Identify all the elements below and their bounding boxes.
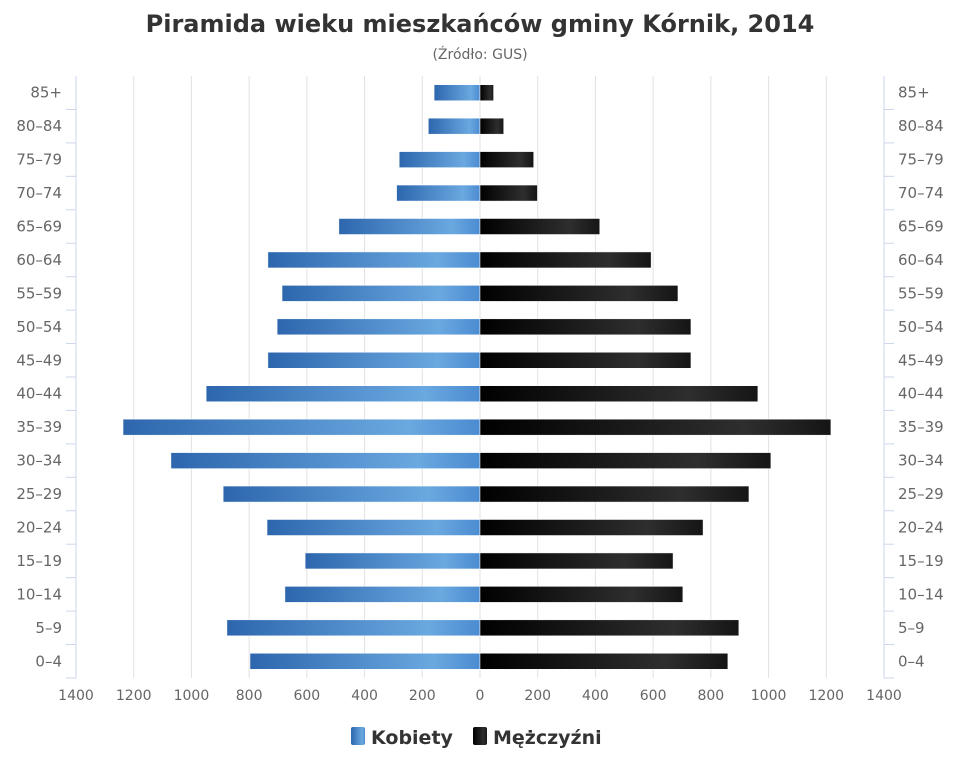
x-tick-label: 200	[524, 688, 551, 704]
legend-label-kobiety: Kobiety	[371, 727, 454, 749]
x-tick-label: 0	[476, 688, 485, 704]
bar-kobiety[interactable]	[433, 84, 481, 101]
category-label-left: 75–79	[16, 151, 62, 169]
category-label-right: 65–69	[898, 218, 944, 236]
bar-mezczyzni[interactable]	[479, 285, 679, 302]
category-label-left: 35–39	[16, 418, 62, 436]
x-tick-label: 1000	[751, 688, 787, 704]
bar-kobiety[interactable]	[226, 619, 481, 637]
x-tick-label: 800	[697, 688, 724, 704]
bar-mezczyzni[interactable]	[479, 519, 704, 536]
legend-swatch-kobiety	[351, 727, 365, 745]
category-label-right: 60–64	[898, 251, 944, 269]
category-label-left: 0–4	[35, 652, 62, 670]
category-label-left: 20–24	[16, 519, 62, 537]
category-label-right: 40–44	[898, 385, 944, 403]
bar-mezczyzni[interactable]	[479, 151, 534, 168]
category-label-left: 25–29	[16, 485, 62, 503]
bar-mezczyzni[interactable]	[479, 385, 759, 402]
bar-mezczyzni[interactable]	[479, 418, 832, 436]
bar-kobiety[interactable]	[284, 586, 481, 603]
category-label-right: 85+	[898, 84, 930, 102]
category-label-left: 30–34	[16, 452, 62, 470]
legend-item-mezczyzni[interactable]: Mężczyźni	[473, 727, 602, 749]
x-tick-label: 800	[236, 688, 263, 704]
category-label-left: 60–64	[16, 251, 62, 269]
bar-mezczyzni[interactable]	[479, 653, 729, 670]
category-label-right: 35–39	[898, 418, 944, 436]
bar-mezczyzni[interactable]	[479, 117, 504, 135]
category-label-right: 75–79	[898, 151, 944, 169]
legend-item-kobiety[interactable]: Kobiety	[351, 727, 454, 749]
bar-kobiety[interactable]	[304, 552, 481, 570]
x-tick-label: 400	[582, 688, 609, 704]
category-label-left: 50–54	[16, 318, 62, 336]
bar-mezczyzni[interactable]	[479, 552, 674, 570]
category-label-right: 15–19	[898, 552, 944, 570]
bar-mezczyzni[interactable]	[479, 84, 494, 101]
category-label-left: 85+	[30, 84, 62, 102]
x-tick-label: 1000	[174, 688, 210, 704]
bar-mezczyzni[interactable]	[479, 184, 538, 202]
bar-kobiety[interactable]	[122, 418, 481, 436]
bar-mezczyzni[interactable]	[479, 318, 692, 336]
bar-kobiety[interactable]	[267, 251, 481, 269]
bar-mezczyzni[interactable]	[479, 218, 601, 235]
category-label-left: 45–49	[16, 351, 62, 369]
category-label-right: 20–24	[898, 519, 944, 537]
bar-kobiety[interactable]	[396, 184, 481, 202]
category-label-right: 50–54	[898, 318, 944, 336]
category-label-left: 65–69	[16, 218, 62, 236]
bar-mezczyzni[interactable]	[479, 251, 652, 269]
bar-kobiety[interactable]	[398, 151, 481, 168]
category-label-left: 15–19	[16, 552, 62, 570]
x-tick-label: 1400	[58, 688, 94, 704]
category-label-left: 40–44	[16, 385, 62, 403]
bar-kobiety[interactable]	[281, 285, 481, 302]
category-label-right: 70–74	[898, 184, 944, 202]
bar-kobiety[interactable]	[267, 352, 481, 369]
chart-title: Piramida wieku mieszkańców gminy Kórnik,…	[146, 10, 815, 38]
chart-subtitle: (Źródło: GUS)	[432, 45, 527, 63]
category-label-right: 25–29	[898, 485, 944, 503]
bar-kobiety[interactable]	[222, 485, 481, 503]
category-label-right: 45–49	[898, 351, 944, 369]
category-label-left: 55–59	[16, 284, 62, 302]
legend: Kobiety Mężczyźni	[351, 727, 602, 749]
x-tick-label: 600	[640, 688, 667, 704]
bar-mezczyzni[interactable]	[479, 619, 740, 637]
category-label-left: 80–84	[16, 117, 62, 135]
x-tick-label: 1200	[808, 688, 844, 704]
bar-mezczyzni[interactable]	[479, 586, 684, 603]
category-label-left: 10–14	[16, 585, 62, 603]
bar-kobiety[interactable]	[428, 117, 481, 135]
category-label-right: 80–84	[898, 117, 944, 135]
bar-kobiety[interactable]	[276, 318, 481, 336]
category-label-right: 10–14	[898, 585, 944, 603]
x-tick-label: 1400	[866, 688, 902, 704]
x-tick-label: 600	[293, 688, 320, 704]
x-tick-label: 200	[409, 688, 436, 704]
category-label-right: 30–34	[898, 452, 944, 470]
category-label-left: 70–74	[16, 184, 62, 202]
bar-kobiety[interactable]	[266, 519, 481, 536]
category-label-left: 5–9	[35, 619, 62, 637]
bar-mezczyzni[interactable]	[479, 485, 750, 503]
legend-swatch-mezczyzni	[473, 727, 487, 745]
x-tick-label: 1200	[116, 688, 152, 704]
bar-mezczyzni[interactable]	[479, 352, 692, 369]
bar-kobiety[interactable]	[205, 385, 481, 402]
category-label-right: 0–4	[898, 652, 925, 670]
x-tick-label: 400	[351, 688, 378, 704]
bar-mezczyzni[interactable]	[479, 452, 772, 469]
category-label-right: 5–9	[898, 619, 925, 637]
bar-kobiety[interactable]	[338, 218, 481, 235]
bar-kobiety[interactable]	[249, 653, 481, 670]
bar-kobiety[interactable]	[170, 452, 481, 469]
legend-label-mezczyzni: Mężczyźni	[493, 727, 602, 749]
category-label-right: 55–59	[898, 284, 944, 302]
